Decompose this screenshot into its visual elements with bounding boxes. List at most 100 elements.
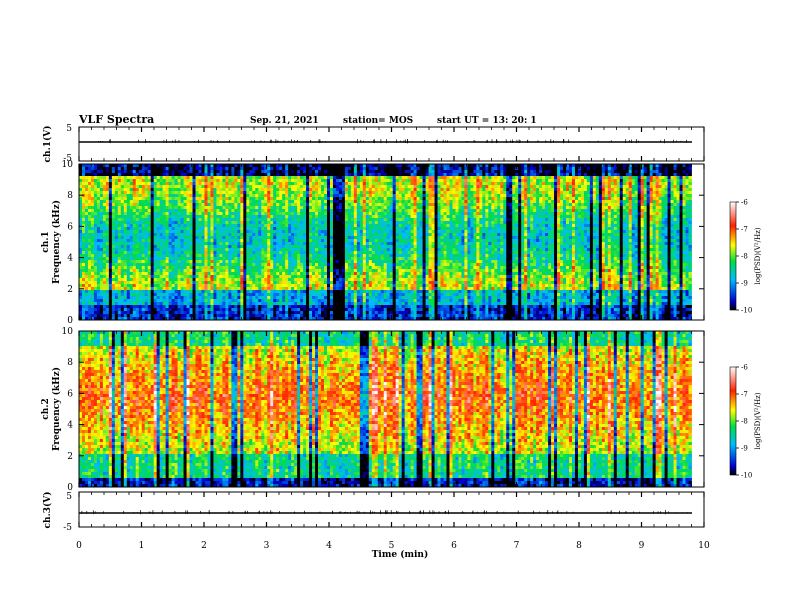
spectrogram-cell [270,263,274,267]
spectrogram-cell [225,164,229,168]
spectrogram-cell [171,251,176,255]
spectrogram-cell [156,200,161,204]
spectrogram-cell [306,170,310,174]
spectrogram-cell [219,257,223,261]
spectrogram-cell [198,182,202,186]
spectrogram-cell [183,212,187,216]
spectrogram-cell [117,188,122,192]
spectrogram-cell [222,185,226,189]
spectrogram-cell [159,167,164,171]
spectrogram-cell [335,281,340,285]
spectrogram-cell [309,281,313,285]
spectrogram-cell [144,269,149,273]
spectrogram-cell [84,314,89,318]
spectrogram-cell [222,239,226,243]
spectrogram-cell [177,179,181,183]
spectrogram-cell [102,215,107,219]
spectrogram-cell [213,281,217,285]
spectrogram-cell [270,209,274,213]
spectrogram-cell [162,293,167,297]
spectrogram-cell [300,212,304,216]
spectrogram-cell [261,182,265,186]
spectrogram-cell [267,293,271,297]
spectrogram-cell [321,218,325,222]
spectrogram-cell [171,200,176,204]
spectrogram-cell [144,164,149,168]
spectrogram-cell [111,170,116,174]
spectrogram-cell [273,224,277,228]
spectrogram-cell [111,206,116,210]
spectrogram-cell [267,317,271,321]
spectrogram-cell [120,200,125,204]
spectrogram-cell [303,260,307,264]
spectrogram-cell [204,302,208,306]
spectrogram-cell [186,248,190,252]
spectrogram-cell [353,284,358,288]
spectrogram-cell [96,185,101,189]
spectrogram-cell [324,257,328,261]
spectrogram-cell [258,314,262,318]
spectrogram-cell [159,251,164,255]
spectrogram-cell [234,167,238,171]
spectrogram-cell [267,314,271,318]
spectrogram-cell [96,281,101,285]
spectrogram-cell [252,176,256,180]
spectrogram-cell [135,293,140,297]
spectrogram-cell [102,278,107,282]
spectrogram-cell [105,263,110,267]
spectrogram-cell [252,281,256,285]
spectrogram-cell [87,227,92,231]
spectrogram-cell [306,197,310,201]
spectrogram-cell [171,233,176,237]
spectrogram-cell [108,281,113,285]
spectrogram-cell [353,197,358,201]
spectrogram-cell [267,209,271,213]
spectrogram-cell [219,215,223,219]
spectrogram-cell [99,284,104,288]
spectrogram-cell [192,164,196,168]
spectrogram-cell [186,251,190,255]
spectrogram-cell [288,248,292,252]
spectrogram-cell [117,224,122,228]
spectrogram-cell [162,197,167,201]
spectrogram-cell [294,296,298,300]
spectrogram-cell [87,230,92,234]
spectrogram-cell [326,212,331,216]
spectrogram-cell [153,194,158,198]
spectrogram-cell [165,257,170,261]
spectrogram-cell [90,266,95,270]
spectrogram-cell [216,179,220,183]
spectrogram-cell [326,287,331,291]
spectrogram-cell [291,311,295,315]
spectrogram-cell [90,263,95,267]
spectrogram-cell [261,170,265,174]
spectrogram-cell [138,245,143,249]
spectrogram-cell [84,254,89,258]
spectrogram-cell [261,176,265,180]
spectrogram-cell [102,245,107,249]
spectrogram-cell [96,182,101,186]
spectrogram-cell [177,260,181,264]
spectrogram-cell [132,263,137,267]
spectrogram-cell [279,242,283,246]
spectrogram-cell [99,191,104,195]
spectrogram-cell [285,284,289,288]
spectrogram-cell [204,224,208,228]
spectrogram-cell [105,194,110,198]
spectrogram-cell [213,185,217,189]
spectrogram-cell [177,263,181,267]
spectrogram-cell [120,227,125,231]
spectrogram-cell [326,278,331,282]
spectrogram-cell [231,302,235,306]
spectrogram-cell [338,305,343,309]
spectrogram-cell [276,179,280,183]
spectrogram-cell [177,284,181,288]
spectrogram-cell [261,197,265,201]
spectrogram-cell [132,185,137,189]
spectrogram-cell [87,191,92,195]
spectrogram-cell [353,245,358,249]
spectrogram-cell [192,221,196,225]
spectrogram-cell [171,242,176,246]
spectrogram-cell [303,266,307,270]
